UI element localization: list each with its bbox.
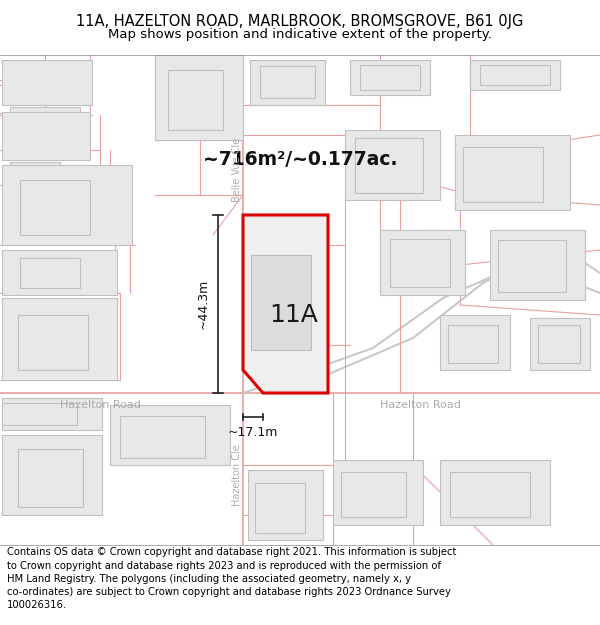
Bar (390, 239, 450, 287)
Bar (360, 65, 420, 90)
Polygon shape (243, 215, 328, 393)
Bar (168, 70, 223, 130)
Bar (333, 460, 423, 525)
Bar (10, 107, 80, 125)
Bar (2, 435, 102, 515)
Bar (538, 325, 580, 363)
Bar (18, 449, 83, 507)
Text: Belle Vue Cle: Belle Vue Cle (232, 138, 242, 202)
Bar (2, 250, 117, 295)
Bar (470, 60, 560, 90)
Bar (20, 258, 80, 288)
Text: 11A: 11A (269, 303, 319, 327)
Bar (2, 398, 102, 430)
Bar (463, 147, 543, 202)
Bar (2, 60, 92, 105)
Text: ~716m²/~0.177ac.: ~716m²/~0.177ac. (203, 151, 397, 169)
Bar (448, 325, 498, 363)
Bar (350, 60, 430, 95)
Bar (2, 165, 132, 245)
Bar (255, 483, 305, 533)
Bar (480, 65, 550, 85)
Text: 11A, HAZELTON ROAD, MARLBROOK, BROMSGROVE, B61 0JG: 11A, HAZELTON ROAD, MARLBROOK, BROMSGROV… (76, 14, 524, 29)
Bar (440, 315, 510, 370)
Bar (250, 60, 325, 105)
Bar (155, 55, 243, 140)
Bar (490, 230, 585, 300)
Bar (345, 130, 440, 200)
Bar (498, 240, 566, 292)
Bar (18, 315, 88, 370)
Bar (110, 405, 230, 465)
Bar (355, 138, 423, 193)
Text: ~17.1m: ~17.1m (228, 426, 278, 439)
Bar (440, 460, 550, 525)
Bar (260, 66, 315, 98)
Bar (450, 472, 530, 517)
Text: Hazelton Road: Hazelton Road (380, 400, 460, 410)
Text: Map shows position and indicative extent of the property.: Map shows position and indicative extent… (108, 28, 492, 41)
Bar (248, 470, 323, 540)
Bar (2, 112, 90, 160)
Bar (455, 135, 570, 210)
Bar (120, 416, 205, 458)
Bar (341, 472, 406, 517)
Text: ~44.3m: ~44.3m (197, 279, 209, 329)
Bar (20, 180, 90, 235)
Bar (530, 318, 590, 370)
Bar (2, 298, 117, 380)
Bar (251, 255, 311, 350)
Bar (2, 403, 77, 425)
Text: Hazelton Cle: Hazelton Cle (232, 444, 242, 506)
Bar (10, 162, 60, 180)
Text: Contains OS data © Crown copyright and database right 2021. This information is : Contains OS data © Crown copyright and d… (7, 548, 457, 610)
Bar (380, 230, 465, 295)
Text: Hazelton Road: Hazelton Road (59, 400, 140, 410)
